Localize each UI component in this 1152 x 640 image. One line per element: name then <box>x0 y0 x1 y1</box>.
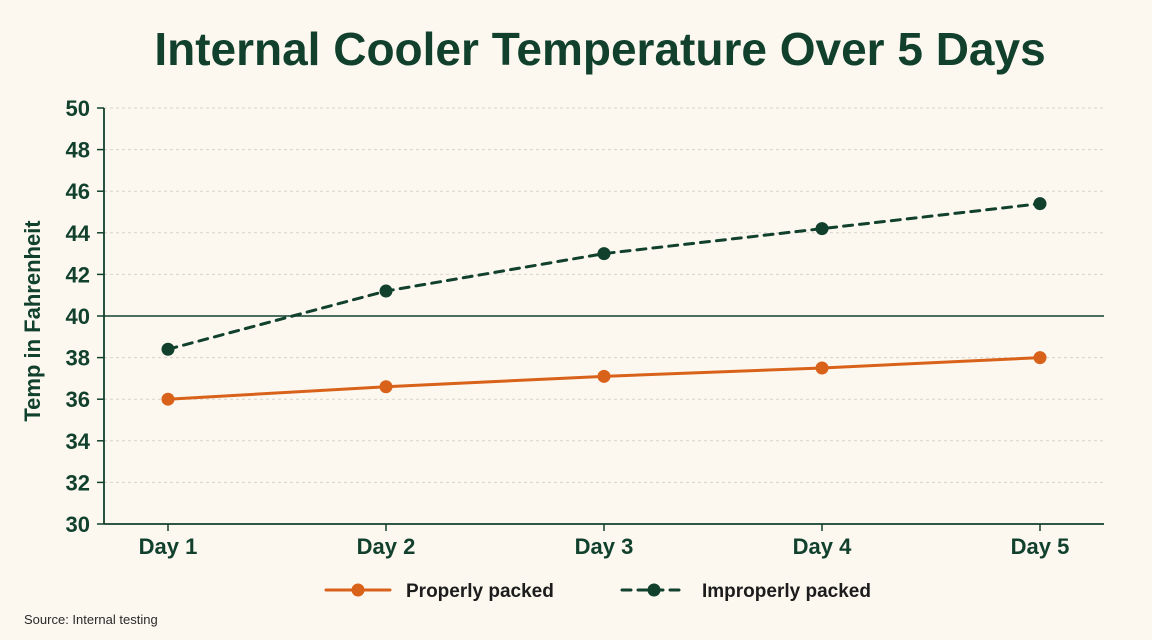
data-point <box>815 222 829 236</box>
y-tick-label: 38 <box>66 346 90 371</box>
y-tick-label: 34 <box>66 429 91 454</box>
y-axis-label: Temp in Fahrenheit <box>20 220 45 422</box>
y-tick-label: 30 <box>66 512 90 537</box>
x-tick-labels: Day 1 Day 2 Day 3 Day 4 Day 5 <box>139 534 1070 559</box>
y-tick-label: 40 <box>66 304 90 329</box>
legend-label: Improperly packed <box>702 581 871 602</box>
axes <box>97 107 1104 531</box>
y-tick-label: 44 <box>66 221 91 246</box>
data-point <box>379 380 393 394</box>
data-point <box>1033 197 1047 211</box>
legend-item-2: Improperly packed <box>620 581 871 602</box>
y-tick-labels: 30 32 34 36 38 40 42 44 46 48 50 <box>66 96 91 537</box>
data-point <box>379 284 393 298</box>
y-tick-label: 50 <box>66 96 90 121</box>
y-tick-label: 48 <box>66 138 90 163</box>
y-tick-label: 36 <box>66 387 90 412</box>
x-tick-label: Day 1 <box>139 534 198 559</box>
grid-lines <box>104 107 1104 483</box>
data-point <box>161 392 175 406</box>
series-1 <box>161 351 1047 406</box>
legend-label: Properly packed <box>406 581 554 602</box>
data-point <box>161 342 175 356</box>
legend-marker <box>647 583 661 597</box>
data-point <box>597 369 611 383</box>
legend-marker <box>351 583 365 597</box>
x-tick-label: Day 5 <box>1011 534 1070 559</box>
x-tick-label: Day 4 <box>793 534 852 559</box>
y-tick-label: 46 <box>66 179 90 204</box>
data-point <box>815 361 829 375</box>
legend-item-1: Properly packed <box>324 581 554 602</box>
chart-title: Internal Cooler Temperature Over 5 Days <box>154 23 1045 75</box>
y-tick-label: 42 <box>66 262 90 287</box>
series-2 <box>161 197 1047 356</box>
x-tick-label: Day 2 <box>357 534 416 559</box>
series-group <box>161 197 1047 406</box>
data-point <box>597 247 611 261</box>
legend: Properly packed Improperly packed <box>324 581 871 602</box>
data-point <box>1033 351 1047 365</box>
y-tick-label: 32 <box>66 470 90 495</box>
source-note: Source: Internal testing <box>24 612 158 627</box>
series-line <box>166 202 1042 351</box>
x-tick-label: Day 3 <box>575 534 634 559</box>
